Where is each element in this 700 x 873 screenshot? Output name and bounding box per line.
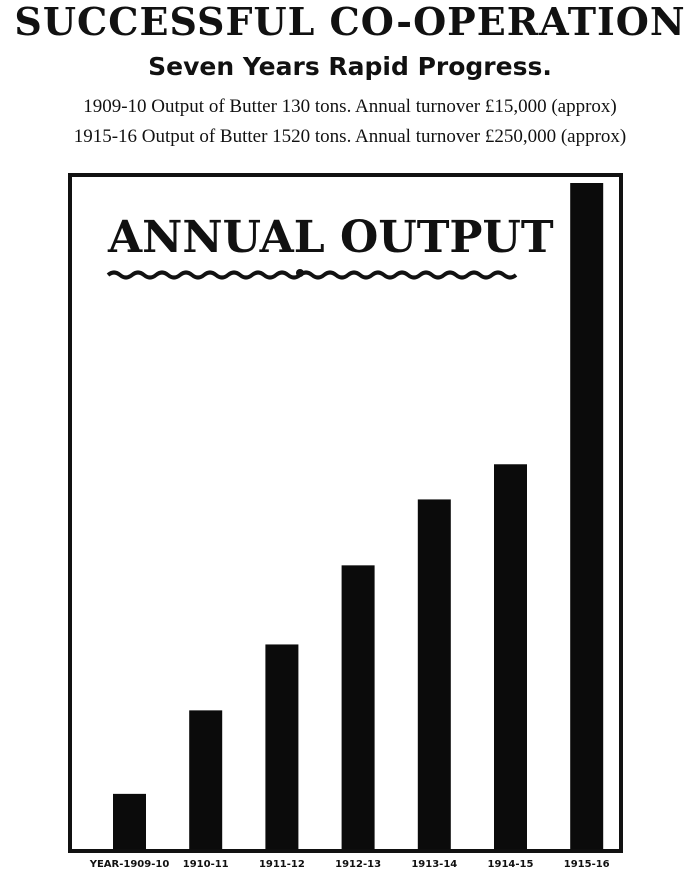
bar-1910-11 (189, 710, 223, 851)
bar-1915-16 (570, 183, 604, 851)
bar-1913-14 (417, 499, 451, 851)
year-label-1915-16: 1915-16 (564, 859, 610, 870)
year-label-1910-11: 1910-11 (183, 859, 229, 870)
chart-title: ANNUAL OUTPUT (107, 212, 554, 263)
year-label-1914-15: 1914-15 (488, 859, 534, 870)
bar-1912-13 (341, 565, 375, 851)
year-label-1909-10: YEAR-1909-10 (89, 859, 170, 870)
year-label-1911-12: 1911-12 (259, 859, 305, 870)
title-underline (106, 270, 518, 280)
year-label-1913-14: 1913-14 (411, 859, 457, 870)
subheadline: Seven Years Rapid Progress. (148, 52, 552, 81)
bar-1911-12 (265, 644, 299, 851)
bar-1909-10 (113, 793, 146, 851)
bar-1914-15 (494, 464, 527, 851)
title-underline-dot (296, 269, 304, 277)
stat-line-1909: 1909-10 Output of Butter 130 tons. Annua… (83, 96, 617, 117)
stat-line-1915: 1915-16 Output of Butter 1520 tons. Annu… (73, 126, 627, 147)
year-label-1912-13: 1912-13 (335, 859, 381, 870)
headline: SUCCESSFUL CO-OPERATION (14, 0, 686, 44)
annual-output-chart: ANNUAL OUTPUT YEAR-1909-10 1910-11 1911-12… (68, 173, 623, 870)
